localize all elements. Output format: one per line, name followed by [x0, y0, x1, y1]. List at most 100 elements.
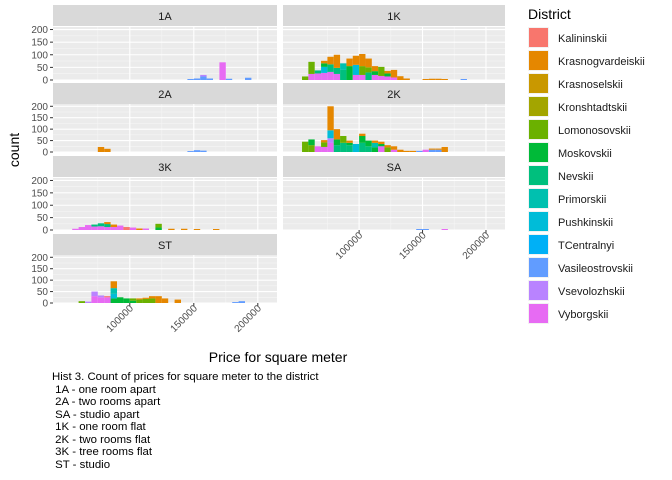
histogram-bar-segment [384, 70, 391, 74]
y-tick-label: 50 [37, 213, 49, 224]
legend-swatch [529, 258, 548, 277]
y-axis-title: count [6, 133, 22, 167]
histogram-bar-segment [397, 76, 404, 80]
histogram-bar-segment [117, 225, 124, 230]
histogram-bar-segment [378, 141, 385, 144]
histogram-bar-segment [346, 142, 353, 146]
caption-line: 1A - one room apart [52, 383, 156, 396]
histogram-bar-segment [85, 301, 92, 303]
histogram-bar-segment [384, 73, 391, 77]
legend-item: Pushkinskii [528, 211, 613, 232]
histogram-bar-segment [460, 78, 467, 80]
histogram-bar-segment [308, 61, 315, 74]
histogram-bar-segment [206, 78, 213, 80]
legend-label: Kalininskii [558, 33, 607, 45]
histogram-bar-segment [104, 227, 111, 230]
histogram-bar-segment [352, 74, 360, 80]
legend-swatch [529, 304, 548, 323]
facet-strip [53, 234, 277, 255]
legend-label: Kronshtadtskii [558, 102, 627, 114]
legend-swatch [529, 281, 548, 300]
histogram-bar-segment [416, 150, 423, 152]
panel-background [53, 178, 277, 230]
histogram-bar-segment [97, 223, 105, 227]
histogram-bar-segment [123, 227, 130, 230]
histogram-bar-segment [104, 297, 111, 303]
histogram-bar-segment [142, 298, 149, 303]
histogram-bar-segment [123, 298, 130, 303]
histogram-bar-segment [359, 74, 366, 80]
histogram-bar-segment [346, 145, 353, 152]
histogram-bar-segment [129, 300, 137, 303]
histogram-bar-segment [352, 55, 360, 65]
x-tick-label: 150000 [169, 303, 201, 335]
caption-line: 3K - tree rooms flat [52, 446, 153, 458]
facet-panel-sa: SA [283, 156, 505, 231]
x-tick-label: 100000 [334, 230, 366, 262]
histogram-bar-segment [340, 142, 347, 152]
histogram-bar-segment [409, 150, 417, 152]
legend-title: District [528, 6, 571, 22]
legend-label: Vsevolozhskii [558, 286, 625, 298]
histogram-bar-segment [321, 63, 328, 67]
histogram-bar-segment [97, 226, 105, 230]
histogram-bar-segment [85, 225, 92, 230]
histogram-bar-segment [378, 66, 385, 76]
y-tick-label: 0 [42, 148, 48, 159]
x-tick-label: 100000 [105, 303, 137, 335]
histogram-bar-segment [371, 142, 379, 148]
legend-item: Kronshtadtskii [528, 96, 627, 117]
histogram-bar-segment [435, 149, 442, 152]
histogram-bar-segment [371, 147, 379, 152]
legend-swatch [529, 97, 548, 116]
histogram-bar-segment [359, 136, 366, 143]
histogram-bar-segment [397, 149, 404, 152]
histogram-bar-segment [340, 136, 347, 143]
legend-item: TCentralnyi [528, 234, 614, 255]
y-tick-label: 200 [31, 253, 48, 264]
histogram-bar-segment [371, 66, 379, 72]
y-tick-label: 50 [37, 63, 49, 74]
histogram-bar-segment [359, 133, 366, 136]
histogram-bar-segment [219, 62, 226, 80]
x-axis: 100000 150000 200000 [105, 303, 264, 335]
histogram-bar-segment [136, 298, 143, 300]
y-tick-label: 200 [31, 102, 48, 113]
histogram-bar-segment [142, 228, 149, 230]
x-axis-title: Price for square meter [209, 349, 348, 365]
histogram-bar-segment [200, 76, 207, 80]
facet-strip-label: 1A [158, 11, 172, 23]
facet-strip [53, 83, 277, 104]
facet-strip-label: 3K [158, 162, 172, 174]
legend-swatch [529, 120, 548, 139]
histogram-bar-segment [225, 78, 233, 80]
y-tick-label: 50 [37, 136, 49, 147]
legend-label: Moskovskii [558, 148, 612, 160]
y-tick-label: 200 [31, 176, 48, 187]
y-tick-label: 0 [42, 299, 48, 310]
histogram-bar-segment [435, 148, 442, 150]
y-tick-label: 200 [31, 25, 48, 36]
histogram-bar-segment [104, 222, 111, 225]
histogram-bar-segment [78, 301, 85, 303]
histogram-bar-segment [174, 299, 181, 303]
legend-item: Moskovskii [528, 142, 612, 163]
histogram-bar-segment [161, 298, 169, 303]
histogram-bar-segment [308, 145, 315, 152]
histogram-bar-segment [245, 77, 252, 80]
legend-item: Lomonosovskii [528, 119, 631, 140]
legend-label: Pushkinskii [558, 217, 613, 229]
histogram-bar-segment [232, 302, 239, 303]
histogram-bar-segment [213, 229, 220, 230]
histogram-bar-segment [142, 297, 149, 299]
histogram-bar-segment [428, 149, 436, 152]
histogram-bar-segment [97, 295, 105, 298]
panel-background [53, 27, 277, 80]
histogram-bar-segment [193, 229, 201, 230]
histogram-bar-segment [91, 224, 98, 227]
caption-line: 1K - one room flat [52, 421, 146, 433]
